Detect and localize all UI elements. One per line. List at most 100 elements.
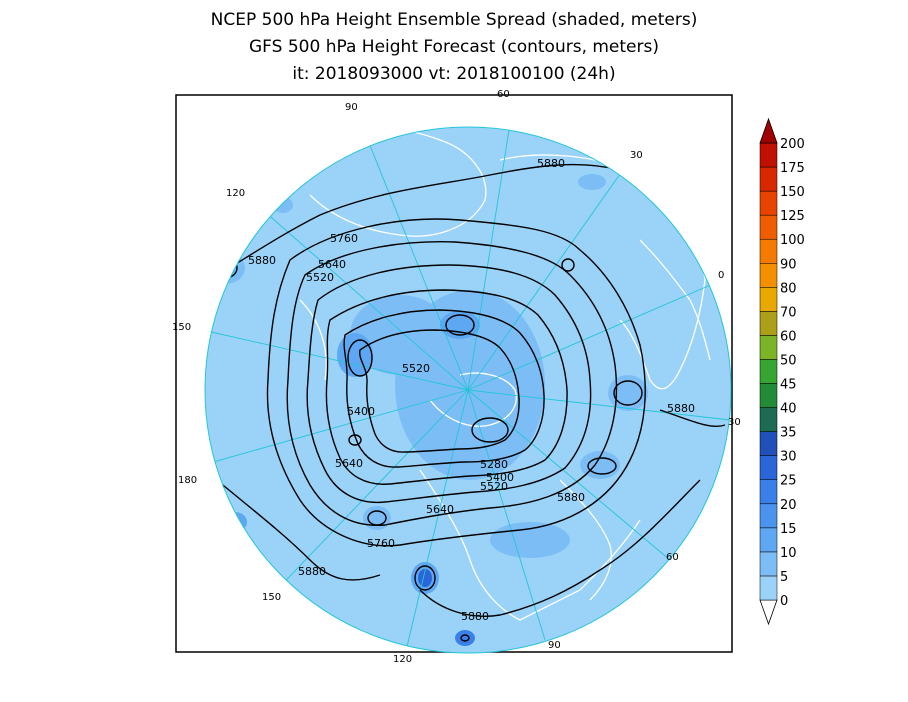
colorbar-tick-label: 60 <box>780 329 797 344</box>
meridian-line <box>404 389 469 653</box>
meridian-line <box>467 389 546 641</box>
meridian-line <box>205 389 469 471</box>
colorbar-swatch <box>759 551 778 577</box>
colorbar-swatch <box>759 263 778 288</box>
meridian-line <box>205 324 469 391</box>
chart-title-line-3: it: 2018093000 vt: 2018100100 (24h) <box>292 64 616 84</box>
contour-line <box>659 409 726 427</box>
contour-line <box>587 457 617 475</box>
colorbar-tick-label: 100 <box>780 233 805 248</box>
contour-line <box>325 289 568 485</box>
lon-label: 0 <box>718 270 724 281</box>
colorbar-tick-label: 200 <box>780 137 805 152</box>
coastline-alaska <box>299 299 327 381</box>
contour-line <box>266 218 646 547</box>
spread-shade-area <box>490 522 570 558</box>
spread-shade-area <box>337 333 373 377</box>
colorbar-swatch <box>759 527 778 553</box>
contour-value-label: 5520 <box>402 362 430 375</box>
colorbar-lower-arrow <box>759 599 778 626</box>
colorbar-swatch <box>759 455 778 480</box>
longitude-labels: 60 30 0 30 60 90 120 150 180 150 120 90 <box>172 89 741 665</box>
colorbar-tick-label: 50 <box>780 353 797 368</box>
coastline-east-america <box>559 479 612 601</box>
meridian-line <box>269 389 469 598</box>
height-contours <box>205 163 726 642</box>
colorbar-swatch <box>759 479 778 505</box>
lon-label: 120 <box>393 654 412 665</box>
contour-value-label: 5880 <box>667 402 695 415</box>
contour-line <box>471 417 509 443</box>
meridian-line <box>239 189 469 391</box>
colorbar-tick-label: 20 <box>780 498 797 513</box>
contour-value-label: 5520 <box>306 271 334 284</box>
spread-shade-area <box>363 506 391 530</box>
contour-value-label: 5880 <box>537 157 565 170</box>
meridian-lines <box>205 127 731 653</box>
colorbar-tick-label: 5 <box>780 570 788 585</box>
contour-line <box>343 309 545 468</box>
contour-value-label: 5400 <box>347 405 375 418</box>
contour-line <box>460 634 470 642</box>
lon-label: 150 <box>262 592 281 603</box>
contour-line <box>414 565 436 591</box>
colorbar-swatch <box>759 287 778 312</box>
colorbar-tick-label: 150 <box>780 185 805 200</box>
contour-value-label: 5760 <box>367 537 395 550</box>
colorbar-swatch <box>759 383 778 408</box>
contour-value-label: 5400 <box>486 471 514 484</box>
colorbar-swatch <box>759 407 778 432</box>
colorbar-swatch <box>759 311 778 336</box>
contour-value-labels: 5880 5880 5760 5640 5520 5520 5400 5640 … <box>248 157 695 623</box>
colorbar-swatch <box>759 166 778 192</box>
colorbar-swatch <box>759 359 778 384</box>
contour-line <box>613 380 643 406</box>
contour-value-label: 5520 <box>480 480 508 493</box>
lon-label: 60 <box>666 552 679 563</box>
colorbar: 0 5 10 15 20 25 30 35 40 45 50 60 70 80 90 100 125 150 175… <box>759 117 805 626</box>
contour-line <box>286 241 618 526</box>
contour-line <box>367 510 387 526</box>
chart-title-line-2: GFS 500 hPa Height Forecast (contours, m… <box>249 37 659 57</box>
lon-label: 90 <box>345 102 358 113</box>
colorbar-tick-label: 0 <box>780 594 788 609</box>
colorbar-swatch <box>759 575 778 601</box>
colorbar-swatch <box>759 503 778 529</box>
contour-value-label: 5880 <box>298 565 326 578</box>
meridian-line <box>467 389 731 421</box>
contour-value-label: 5280 <box>480 458 508 471</box>
spread-shade-area <box>418 569 432 587</box>
colorbar-tick-label: 125 <box>780 209 805 224</box>
colorbar-swatch <box>759 335 778 360</box>
spread-shade-area <box>578 174 606 190</box>
contour-line <box>212 257 238 279</box>
coastline-greenland <box>429 372 517 427</box>
colorbar-tick-label: 90 <box>780 257 797 272</box>
colorbar-swatch <box>759 142 778 168</box>
spread-shade-area <box>455 630 475 646</box>
colorbar-upper-arrow <box>759 117 778 144</box>
meridian-line <box>467 389 671 561</box>
meridian-line <box>354 127 469 391</box>
colorbar-tick-label: 70 <box>780 305 797 320</box>
colorbar-tick-label: 80 <box>780 281 797 296</box>
coastline-africa <box>639 239 711 361</box>
contour-value-label: 5880 <box>461 610 489 623</box>
spread-shade-area <box>205 252 245 284</box>
spread-shade-area <box>223 512 247 532</box>
lon-label: 30 <box>728 417 741 428</box>
contour-value-label: 5640 <box>426 503 454 516</box>
colorbar-tick-label: 45 <box>780 378 797 393</box>
polar-circle-edge <box>204 126 732 654</box>
colorbar-swatch <box>759 238 778 264</box>
meridian-line <box>467 279 723 391</box>
contour-line <box>347 339 373 377</box>
lon-label: 120 <box>226 188 245 199</box>
contour-value-label: 5640 <box>318 258 346 271</box>
contour-value-label: 5640 <box>335 457 363 470</box>
contour-line <box>348 434 362 446</box>
chart-title-line-1: NCEP 500 hPa Height Ensemble Spread (sha… <box>210 10 698 30</box>
colorbar-tick-label: 175 <box>780 161 805 176</box>
contour-value-label: 5880 <box>248 254 276 267</box>
